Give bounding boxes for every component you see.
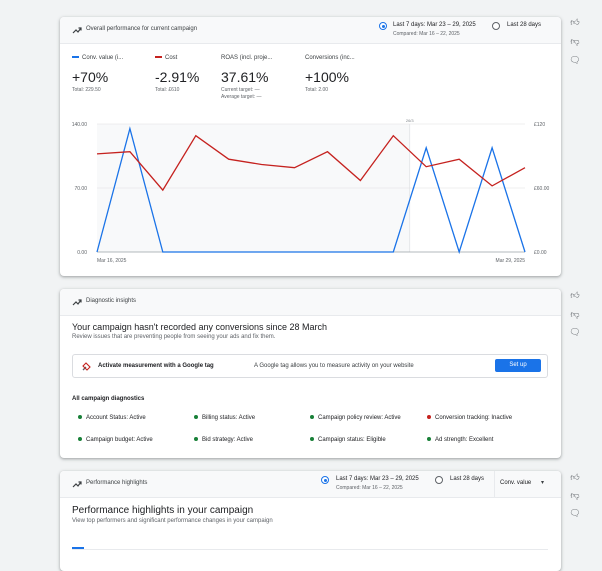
metric-select-value: Conv. value [500,480,531,486]
dropdown-arrow-icon: ▾ [541,479,544,486]
measurement-title: Activate measurement with a Google tag [98,363,214,369]
range-28-days-label[interactable]: Last 28 days [507,22,541,28]
thumbs-up-icon[interactable]: 👍︎ [568,17,582,29]
y-tick-label-right: £0.00 [534,250,547,256]
y-tick-label-right: £120 [534,122,545,128]
range-7-days-radio[interactable] [379,22,387,30]
diagnostic-item: Campaign policy review: Active [310,415,401,421]
date-marker-label: 26/3 [406,118,415,123]
trending-up-icon [72,479,82,489]
status-dot [427,437,431,441]
trending-up-icon [72,25,82,35]
comment-icon[interactable]: 🗨︎ [568,327,582,339]
highlights-card: Performance highlights Last 7 days: Mar … [60,471,561,571]
highlights-subtext: View top performers and significant perf… [72,518,273,524]
thumbs-down-icon[interactable]: 👎︎ [568,36,582,48]
diagnostic-item: Billing status: Active [194,415,255,421]
highlights-headline: Performance highlights in your campaign [72,505,253,516]
status-dot [78,437,82,441]
diagnostic-item: Campaign budget: Active [78,437,153,443]
metric-legend: Conv. value (i... [72,55,123,61]
y-tick-label-left: 0.00 [77,250,87,256]
thumbs-down-icon[interactable]: 👎︎ [568,490,582,502]
metric-average-target: Average target: — [221,94,262,100]
status-dot [427,415,431,419]
diagnostic-title: Diagnostic insights [86,298,136,304]
highlights-title: Performance highlights [86,480,147,486]
series-swatch [155,56,162,58]
comment-icon[interactable]: 🗨︎ [568,508,582,520]
diagnostic-header: Diagnostic insights [60,289,561,316]
metric-value: 37.61% [221,69,268,85]
highlights-divider [72,549,548,550]
google-tag-icon [82,362,91,371]
diagnostic-item: Campaign status: Eligible [310,437,386,443]
metric-legend: Conversions (inc... [305,55,355,61]
metric-total: Total: £610 [155,87,179,93]
measurement-banner: Activate measurement with a Google tag A… [72,354,548,378]
thumbs-up-icon[interactable]: 👍︎ [568,290,582,302]
status-dot [310,415,314,419]
metric-value: +70% [72,69,108,85]
metric-value: -2.91% [155,69,199,85]
metric-value: +100% [305,69,349,85]
metric-select[interactable]: Conv. value ▾ [494,471,500,497]
range-compare-label: Compared: Mar 16 – 22, 2025 [336,485,403,491]
comment-icon[interactable]: 🗨︎ [568,55,582,67]
range-7-days-label[interactable]: Last 7 days: Mar 23 – 29, 2025 [336,476,419,482]
diagnostic-subtext: Review issues that are preventing people… [72,334,275,340]
diagnostic-item: Bid strategy: Active [194,437,253,443]
status-dot [194,415,198,419]
diagnostic-card: Diagnostic insights Your campaign hasn't… [60,289,561,458]
y-tick-label-right: £60.00 [534,186,550,192]
thumbs-up-icon[interactable]: 👍︎ [568,472,582,484]
metric-current-target: Current target: — [221,87,260,93]
thumbs-down-icon[interactable]: 👎︎ [568,309,582,321]
metric-total: Total: 229.50 [72,87,101,93]
range-compare-label: Compared: Mar 16 – 22, 2025 [393,31,460,37]
overview-card: Overall performance for current campaign… [60,17,561,276]
diagnostic-headline: Your campaign hasn't recorded any conver… [72,322,327,332]
range-28-days-radio[interactable] [492,22,500,30]
overview-header: Overall performance for current campaign [60,17,561,44]
y-tick-label-left: 70.00 [74,186,87,192]
highlights-header: Performance highlights [60,471,561,498]
x-tick-label-start: Mar 16, 2025 [97,258,127,264]
status-dot [310,437,314,441]
y-tick-label-left: 140.00 [72,122,88,128]
range-28-days-radio[interactable] [435,476,443,484]
x-tick-label-end: Mar 29, 2025 [496,258,526,264]
all-diagnostics-label: All campaign diagnostics [72,396,144,402]
metric-total: Total: 2.00 [305,87,328,93]
range-7-days-radio[interactable] [321,476,329,484]
metric-legend: Cost [155,55,177,61]
status-dot [78,415,82,419]
range-28-days-label[interactable]: Last 28 days [450,476,484,482]
performance-line-chart[interactable]: 26/3 140.00 £120 70.00 £60.00 0.00 £0.00 Mar 16… [60,112,561,272]
diagnostic-item: Ad strength: Excellent [427,437,493,443]
set-up-button[interactable]: Set up [495,359,541,372]
series-swatch [72,56,79,58]
overview-title: Overall performance for current campaign [86,26,197,32]
trending-up-icon [72,297,82,307]
measurement-desc: A Google tag allows you to measure activ… [254,363,414,369]
diagnostic-item: Account Status: Active [78,415,146,421]
metric-legend: ROAS (incl. proje... [221,55,272,61]
status-dot [194,437,198,441]
range-7-days-label[interactable]: Last 7 days: Mar 23 – 29, 2025 [393,22,476,28]
diagnostic-item: Conversion tracking: Inactive [427,415,512,421]
